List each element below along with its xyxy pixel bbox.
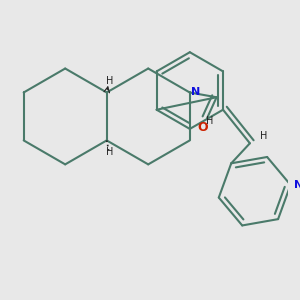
Text: H: H xyxy=(260,130,267,141)
Text: H: H xyxy=(106,147,113,157)
Text: O: O xyxy=(197,122,208,134)
Text: N: N xyxy=(294,180,300,190)
Text: H: H xyxy=(106,76,113,86)
Text: N: N xyxy=(191,88,200,98)
Text: H: H xyxy=(206,116,213,126)
